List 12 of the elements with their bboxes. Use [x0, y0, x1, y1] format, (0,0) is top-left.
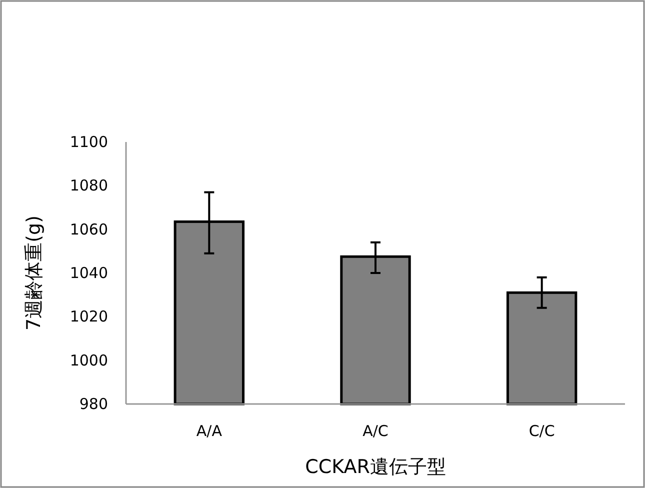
y-tick-label: 1100 [70, 133, 108, 151]
y-axis-title: 7週齢体重(g) [23, 216, 45, 330]
x-tick-label: A/A [196, 422, 223, 440]
x-tick-label: A/C [362, 422, 388, 440]
y-tick-label: 980 [79, 395, 108, 413]
y-tick-label: 1020 [70, 308, 108, 326]
y-tick-label: 1040 [70, 264, 108, 282]
x-axis-title: CCKAR遺伝子型 [305, 456, 446, 478]
x-tick-label: C/C [528, 422, 555, 440]
y-tick-label: 1080 [70, 176, 108, 195]
y-tick-label: 1060 [70, 220, 108, 238]
y-tick-label: 1000 [70, 351, 108, 370]
